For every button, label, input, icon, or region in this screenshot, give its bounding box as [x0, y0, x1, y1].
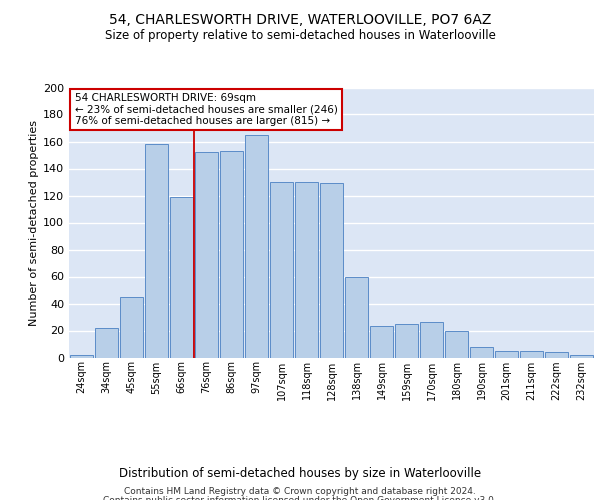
Bar: [569, 355, 593, 358]
Bar: [70, 355, 94, 358]
Bar: [520, 351, 544, 358]
Bar: [170, 197, 193, 358]
Text: 54 CHARLESWORTH DRIVE: 69sqm
← 23% of semi-detached houses are smaller (246)
76%: 54 CHARLESWORTH DRIVE: 69sqm ← 23% of se…: [74, 93, 337, 126]
Bar: [344, 276, 368, 357]
Bar: [295, 182, 319, 358]
Bar: [194, 152, 218, 358]
Bar: [119, 296, 143, 358]
Bar: [445, 330, 469, 357]
Text: Distribution of semi-detached houses by size in Waterlooville: Distribution of semi-detached houses by …: [119, 468, 481, 480]
Bar: [220, 151, 244, 358]
Bar: [320, 184, 343, 358]
Bar: [545, 352, 568, 358]
Bar: [95, 328, 118, 358]
Bar: [494, 351, 518, 358]
Text: Contains HM Land Registry data © Crown copyright and database right 2024.: Contains HM Land Registry data © Crown c…: [124, 488, 476, 496]
Bar: [245, 134, 268, 358]
Bar: [145, 144, 169, 358]
Bar: [419, 322, 443, 358]
Bar: [470, 346, 493, 358]
Text: Contains public sector information licensed under the Open Government Licence v3: Contains public sector information licen…: [103, 496, 497, 500]
Text: Size of property relative to semi-detached houses in Waterlooville: Size of property relative to semi-detach…: [104, 29, 496, 42]
Bar: [395, 324, 418, 358]
Y-axis label: Number of semi-detached properties: Number of semi-detached properties: [29, 120, 39, 326]
Bar: [269, 182, 293, 358]
Bar: [370, 326, 394, 358]
Text: 54, CHARLESWORTH DRIVE, WATERLOOVILLE, PO7 6AZ: 54, CHARLESWORTH DRIVE, WATERLOOVILLE, P…: [109, 12, 491, 26]
